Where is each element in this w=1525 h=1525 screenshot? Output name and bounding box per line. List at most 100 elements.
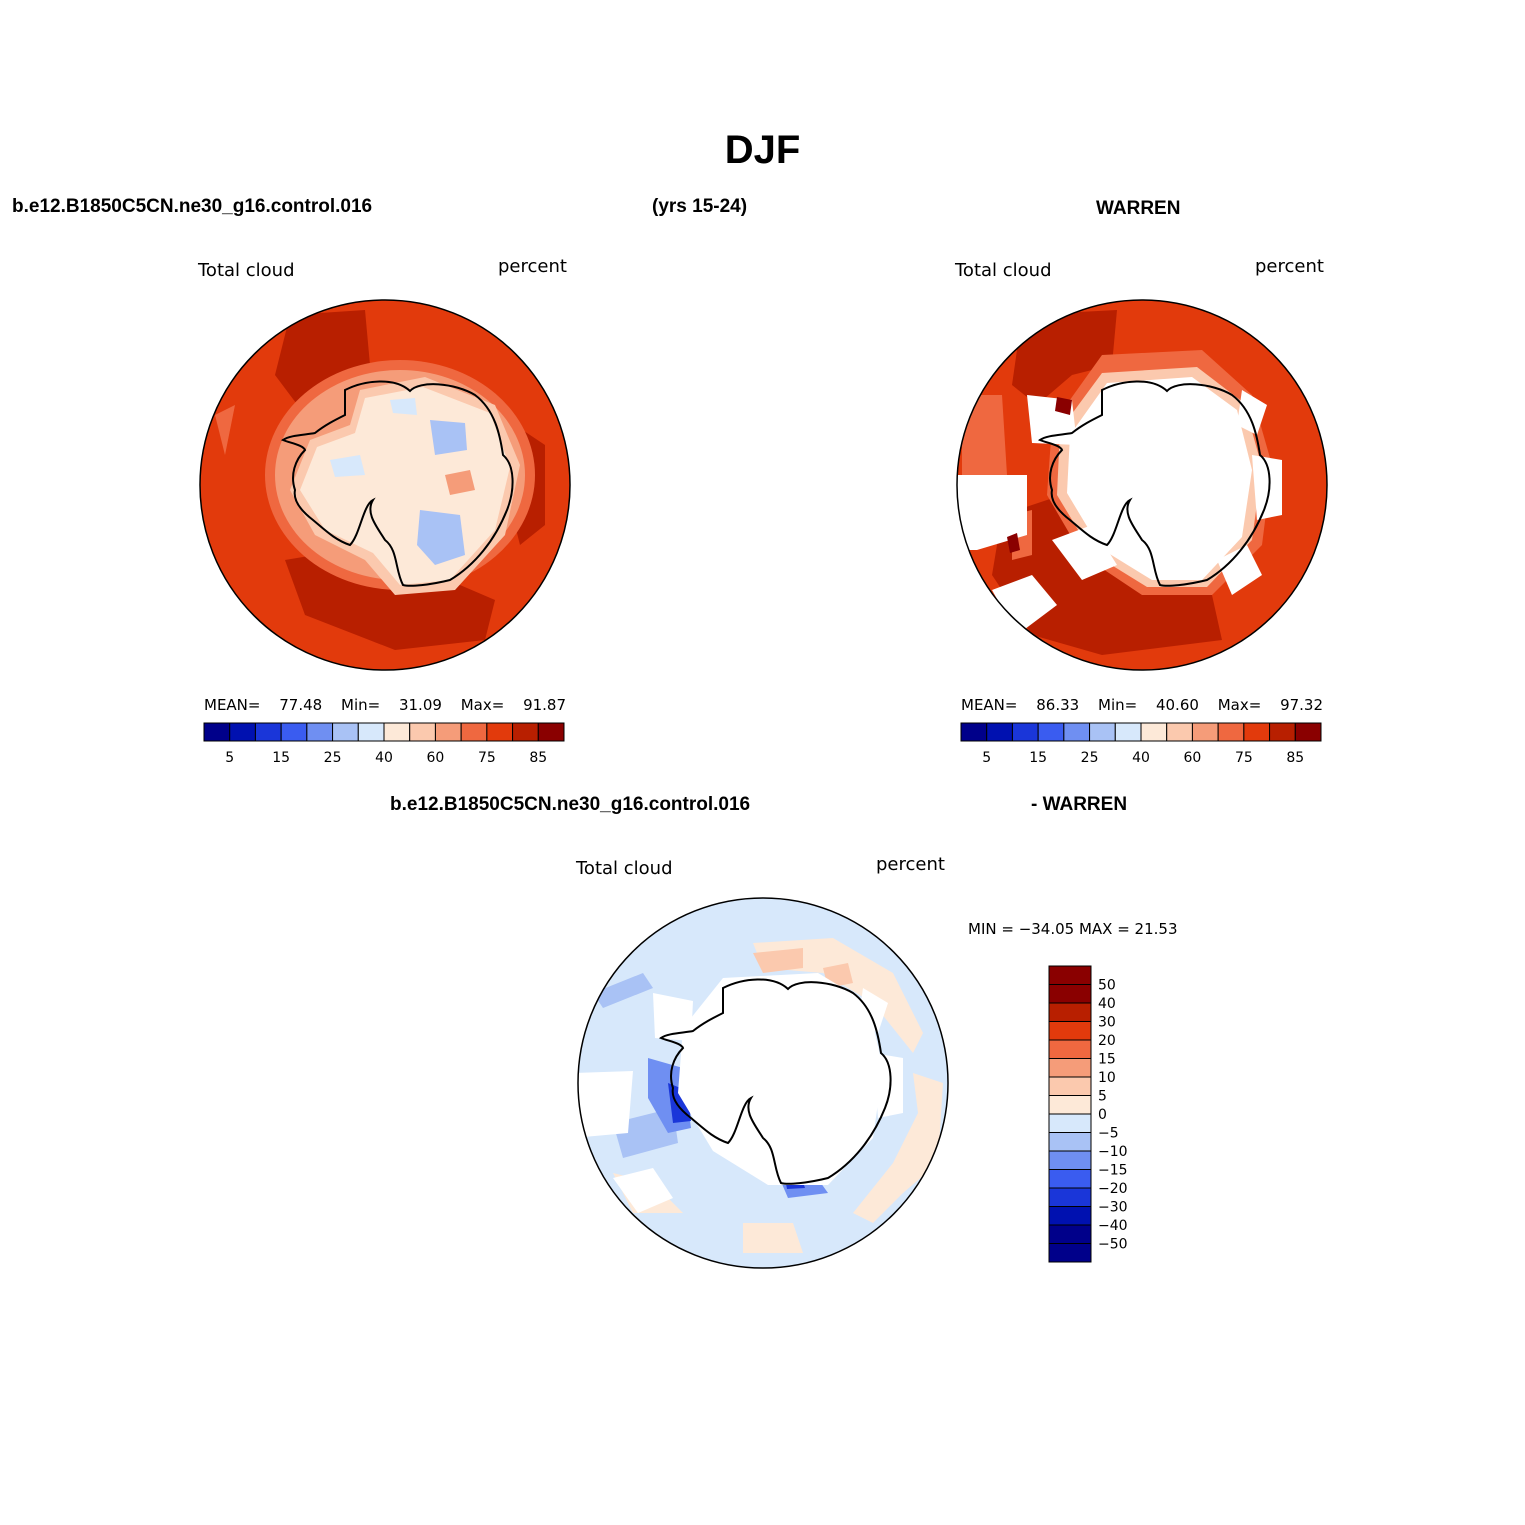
colorbar-swatch xyxy=(357,722,385,742)
model-mean-value: 77.48 xyxy=(279,696,323,714)
colorbar-swatch xyxy=(1063,722,1091,742)
diff-case-name: b.e12.B1850C5CN.ne30_g16.control.016 xyxy=(390,794,751,815)
model-var-label: Total cloud xyxy=(198,260,295,281)
colorbar-swatch xyxy=(1048,1187,1092,1207)
colorbar-label: 15 xyxy=(1029,750,1047,766)
colorbar-swatch xyxy=(383,722,411,742)
colorbar-label: −50 xyxy=(1098,1237,1128,1253)
obs-stats: MEAN= 86.33 Min= 40.60 Max= 97.32 xyxy=(961,696,1323,714)
colorbar-swatch xyxy=(960,722,988,742)
colorbar-swatch xyxy=(1048,1039,1092,1059)
colorbar-label: −40 xyxy=(1098,1218,1128,1234)
colorbar-swatch xyxy=(1011,722,1039,742)
colorbar-swatch xyxy=(1269,722,1296,742)
model-max-value: 91.87 xyxy=(523,696,567,714)
colorbar-label: 20 xyxy=(1098,1033,1116,1049)
obs-units-label: percent xyxy=(1255,256,1324,277)
colorbar-label: 25 xyxy=(324,750,342,766)
colorbar-label: 75 xyxy=(478,750,496,766)
obs-min-value: 40.60 xyxy=(1155,696,1199,714)
colorbar-swatch xyxy=(1048,1132,1092,1152)
colorbar-label: 60 xyxy=(427,750,445,766)
diff-polar-map xyxy=(577,897,949,1269)
obs-var-label: Total cloud xyxy=(955,260,1052,281)
model-min-label: Min= xyxy=(341,696,381,714)
obs-colorbar: 515254060758595 xyxy=(960,722,1322,766)
colorbar-label: −5 xyxy=(1098,1126,1119,1142)
colorbar-swatch xyxy=(1294,722,1322,742)
colorbar-swatch xyxy=(1048,1206,1092,1226)
case-name: b.e12.B1850C5CN.ne30_g16.control.016 xyxy=(12,196,373,217)
page-title: DJF xyxy=(724,128,801,172)
colorbar-label: 5 xyxy=(982,750,991,766)
obs-max-value: 97.32 xyxy=(1280,696,1324,714)
colorbar-label: 0 xyxy=(1098,1107,1107,1123)
colorbar-label: 15 xyxy=(1098,1052,1116,1068)
model-polar-map xyxy=(199,299,571,671)
colorbar-swatch xyxy=(332,722,359,742)
colorbar-label: 25 xyxy=(1081,750,1099,766)
colorbar-swatch xyxy=(203,722,231,742)
obs-mean-value: 86.33 xyxy=(1036,696,1080,714)
colorbar-swatch xyxy=(986,722,1013,742)
colorbar-label: 85 xyxy=(529,750,547,766)
colorbar-label: 10 xyxy=(1098,1070,1116,1086)
colorbar-label: 5 xyxy=(1098,1089,1107,1105)
colorbar-swatch xyxy=(1048,1224,1092,1244)
colorbar-swatch xyxy=(1114,722,1142,742)
colorbar-label: 85 xyxy=(1286,750,1304,766)
model-min-value: 31.09 xyxy=(398,696,442,714)
colorbar-swatch xyxy=(1166,722,1193,742)
colorbar-swatch xyxy=(1191,722,1219,742)
colorbar-swatch xyxy=(1217,722,1245,742)
obs-max-label: Max= xyxy=(1217,696,1262,714)
colorbar-swatch xyxy=(1243,722,1271,742)
colorbar-swatch xyxy=(486,722,514,742)
colorbar-swatch xyxy=(434,722,462,742)
colorbar-swatch xyxy=(1048,1021,1092,1041)
colorbar-label: −15 xyxy=(1098,1163,1128,1179)
colorbar-swatch xyxy=(1037,722,1065,742)
colorbar-label: −10 xyxy=(1098,1144,1128,1160)
colorbar-swatch xyxy=(280,722,308,742)
colorbar-swatch xyxy=(1048,1243,1092,1263)
diff-obs-name: - WARREN xyxy=(1031,794,1128,815)
colorbar-label: 15 xyxy=(272,750,290,766)
colorbar-label: 5 xyxy=(225,750,234,766)
obs-polar-map xyxy=(956,299,1328,671)
colorbar-label: 30 xyxy=(1098,1015,1116,1031)
colorbar-label: 75 xyxy=(1235,750,1253,766)
diff-var-label: Total cloud xyxy=(576,858,673,879)
model-units-label: percent xyxy=(498,256,567,277)
colorbar-label: 40 xyxy=(1098,996,1116,1012)
colorbar-label: 60 xyxy=(1184,750,1202,766)
colorbar-swatch xyxy=(1048,1113,1092,1133)
colorbar-swatch xyxy=(409,722,436,742)
colorbar-swatch xyxy=(1048,1150,1092,1170)
colorbar-swatch xyxy=(1048,1076,1092,1096)
colorbar-swatch xyxy=(512,722,539,742)
obs-min-label: Min= xyxy=(1098,696,1138,714)
colorbar-swatch xyxy=(254,722,282,742)
colorbar-swatch xyxy=(537,722,565,742)
diff-units-label: percent xyxy=(876,854,945,875)
colorbar-swatch xyxy=(1048,1095,1092,1115)
colorbar-swatch xyxy=(460,722,488,742)
colorbar-swatch xyxy=(1048,1058,1092,1078)
model-colorbar: 515254060758595 xyxy=(203,722,565,766)
diff-minmax: MIN = −34.05 MAX = 21.53 xyxy=(968,920,1178,938)
colorbar-swatch xyxy=(1048,1169,1092,1189)
colorbar-label: −20 xyxy=(1098,1181,1128,1197)
model-max-label: Max= xyxy=(460,696,505,714)
years-label: (yrs 15-24) xyxy=(652,196,748,217)
obs-name: WARREN xyxy=(1096,198,1181,219)
model-stats: MEAN= 77.48 Min= 31.09 Max= 91.87 xyxy=(204,696,566,714)
colorbar-label: 40 xyxy=(375,750,393,766)
obs-mean-label: MEAN= xyxy=(961,696,1018,714)
colorbar-swatch xyxy=(1048,984,1092,1004)
colorbar-swatch xyxy=(1140,722,1168,742)
colorbar-swatch xyxy=(306,722,334,742)
model-mean-label: MEAN= xyxy=(204,696,261,714)
colorbar-label: 40 xyxy=(1132,750,1150,766)
